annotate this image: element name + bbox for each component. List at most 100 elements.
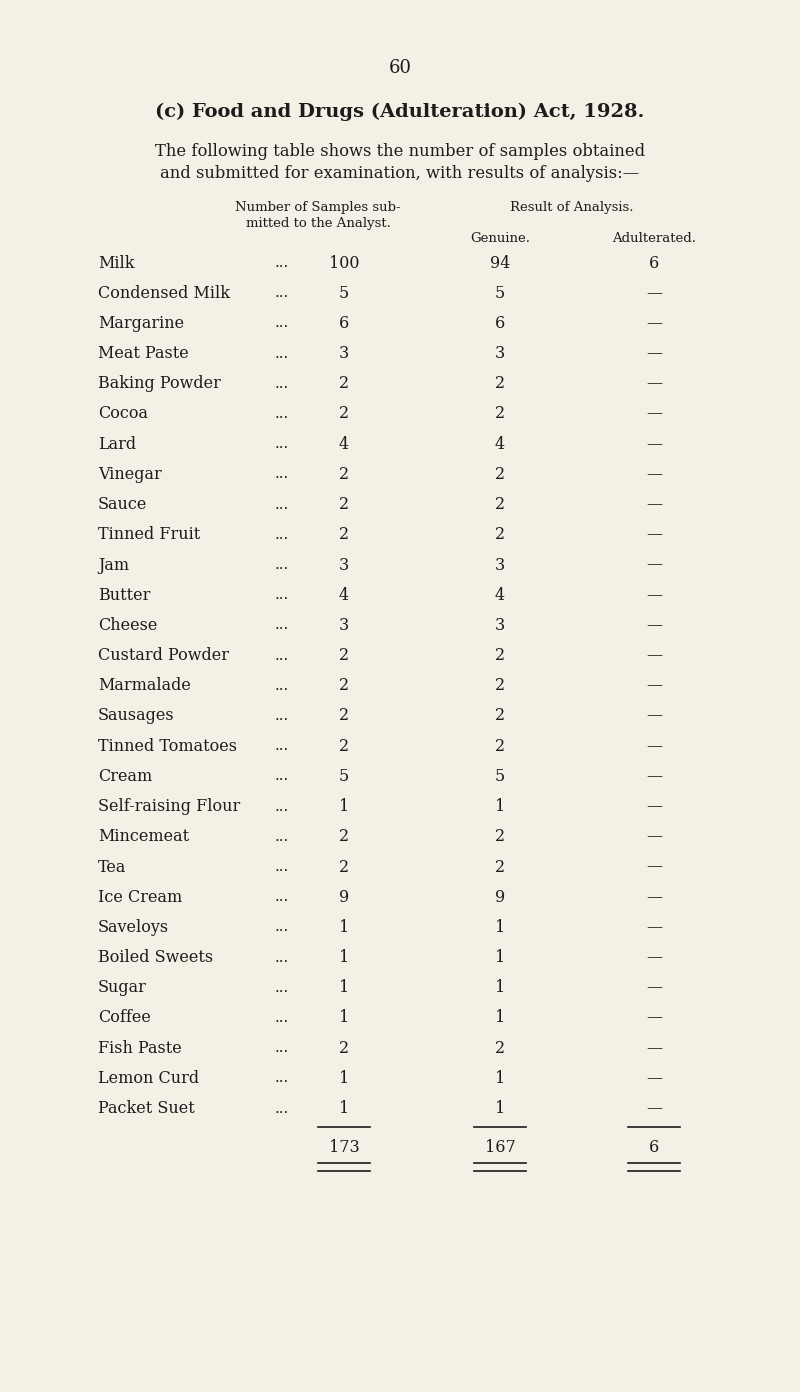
- Text: 2: 2: [495, 707, 505, 724]
- Text: 1: 1: [495, 1100, 505, 1118]
- Text: 2: 2: [339, 1040, 349, 1057]
- Text: ...: ...: [275, 468, 289, 482]
- Text: 1: 1: [339, 1009, 349, 1026]
- Text: ...: ...: [275, 920, 289, 934]
- Text: ...: ...: [275, 981, 289, 995]
- Text: —: —: [646, 557, 662, 574]
- Text: Lemon Curd: Lemon Curd: [98, 1070, 199, 1087]
- Text: Condensed Milk: Condensed Milk: [98, 285, 230, 302]
- Text: —: —: [646, 768, 662, 785]
- Text: —: —: [646, 617, 662, 633]
- Text: 6: 6: [495, 315, 505, 331]
- Text: ...: ...: [275, 951, 289, 965]
- Text: ...: ...: [275, 1011, 289, 1025]
- Text: 1: 1: [339, 980, 349, 997]
- Text: 3: 3: [495, 345, 505, 362]
- Text: (c) Food and Drugs (Adulteration) Act, 1928.: (c) Food and Drugs (Adulteration) Act, 1…: [155, 103, 645, 121]
- Text: Fish Paste: Fish Paste: [98, 1040, 182, 1057]
- Text: —: —: [646, 315, 662, 331]
- Text: —: —: [646, 496, 662, 514]
- Text: Saveloys: Saveloys: [98, 919, 169, 935]
- Text: —: —: [646, 980, 662, 997]
- Text: Tea: Tea: [98, 859, 126, 876]
- Text: —: —: [646, 376, 662, 393]
- Text: 5: 5: [495, 285, 505, 302]
- Text: Cheese: Cheese: [98, 617, 158, 633]
- Text: —: —: [646, 647, 662, 664]
- Text: —: —: [646, 738, 662, 754]
- Text: —: —: [646, 285, 662, 302]
- Text: Self-raising Flour: Self-raising Flour: [98, 798, 240, 816]
- Text: 6: 6: [649, 1139, 659, 1155]
- Text: ...: ...: [275, 377, 289, 391]
- Text: ...: ...: [275, 860, 289, 874]
- Text: ...: ...: [275, 709, 289, 722]
- Text: —: —: [646, 707, 662, 724]
- Text: Sausages: Sausages: [98, 707, 174, 724]
- Text: ...: ...: [275, 589, 289, 603]
- Text: 3: 3: [339, 557, 349, 574]
- Text: 1: 1: [495, 949, 505, 966]
- Text: 2: 2: [495, 828, 505, 845]
- Text: ...: ...: [275, 1041, 289, 1055]
- Text: Margarine: Margarine: [98, 315, 184, 331]
- Text: —: —: [646, 526, 662, 543]
- Text: ...: ...: [275, 316, 289, 330]
- Text: mitted to the Analyst.: mitted to the Analyst.: [246, 217, 390, 231]
- Text: —: —: [646, 949, 662, 966]
- Text: 1: 1: [339, 1070, 349, 1087]
- Text: 2: 2: [495, 405, 505, 423]
- Text: —: —: [646, 1040, 662, 1057]
- Text: 3: 3: [495, 617, 505, 633]
- Text: 6: 6: [649, 255, 659, 271]
- Text: Marmalade: Marmalade: [98, 678, 191, 695]
- Text: Boiled Sweets: Boiled Sweets: [98, 949, 213, 966]
- Text: —: —: [646, 828, 662, 845]
- Text: 2: 2: [339, 647, 349, 664]
- Text: 1: 1: [339, 949, 349, 966]
- Text: ...: ...: [275, 1072, 289, 1086]
- Text: Tinned Tomatoes: Tinned Tomatoes: [98, 738, 237, 754]
- Text: Result of Analysis.: Result of Analysis.: [510, 202, 634, 214]
- Text: 2: 2: [339, 738, 349, 754]
- Text: Genuine.: Genuine.: [470, 231, 530, 245]
- Text: Coffee: Coffee: [98, 1009, 151, 1026]
- Text: The following table shows the number of samples obtained: The following table shows the number of …: [155, 143, 645, 160]
- Text: 2: 2: [495, 376, 505, 393]
- Text: 3: 3: [495, 557, 505, 574]
- Text: 2: 2: [339, 678, 349, 695]
- Text: ...: ...: [275, 799, 289, 813]
- Text: 5: 5: [339, 768, 349, 785]
- Text: ...: ...: [275, 891, 289, 905]
- Text: 1: 1: [495, 980, 505, 997]
- Text: ...: ...: [275, 618, 289, 632]
- Text: 9: 9: [495, 888, 505, 906]
- Text: Packet Suet: Packet Suet: [98, 1100, 194, 1118]
- Text: 173: 173: [329, 1139, 359, 1155]
- Text: 2: 2: [339, 466, 349, 483]
- Text: —: —: [646, 586, 662, 604]
- Text: Jam: Jam: [98, 557, 129, 574]
- Text: 2: 2: [495, 738, 505, 754]
- Text: Sauce: Sauce: [98, 496, 147, 514]
- Text: ...: ...: [275, 1101, 289, 1115]
- Text: 2: 2: [495, 466, 505, 483]
- Text: Ice Cream: Ice Cream: [98, 888, 182, 906]
- Text: —: —: [646, 1009, 662, 1026]
- Text: Tinned Fruit: Tinned Fruit: [98, 526, 200, 543]
- Text: 2: 2: [495, 647, 505, 664]
- Text: 2: 2: [495, 1040, 505, 1057]
- Text: 3: 3: [339, 345, 349, 362]
- Text: ...: ...: [275, 649, 289, 663]
- Text: 1: 1: [339, 919, 349, 935]
- Text: ...: ...: [275, 256, 289, 270]
- Text: 2: 2: [339, 496, 349, 514]
- Text: 1: 1: [339, 1100, 349, 1118]
- Text: 4: 4: [495, 436, 505, 452]
- Text: 1: 1: [339, 798, 349, 816]
- Text: Vinegar: Vinegar: [98, 466, 162, 483]
- Text: 4: 4: [339, 586, 349, 604]
- Text: Lard: Lard: [98, 436, 136, 452]
- Text: 94: 94: [490, 255, 510, 271]
- Text: 2: 2: [495, 859, 505, 876]
